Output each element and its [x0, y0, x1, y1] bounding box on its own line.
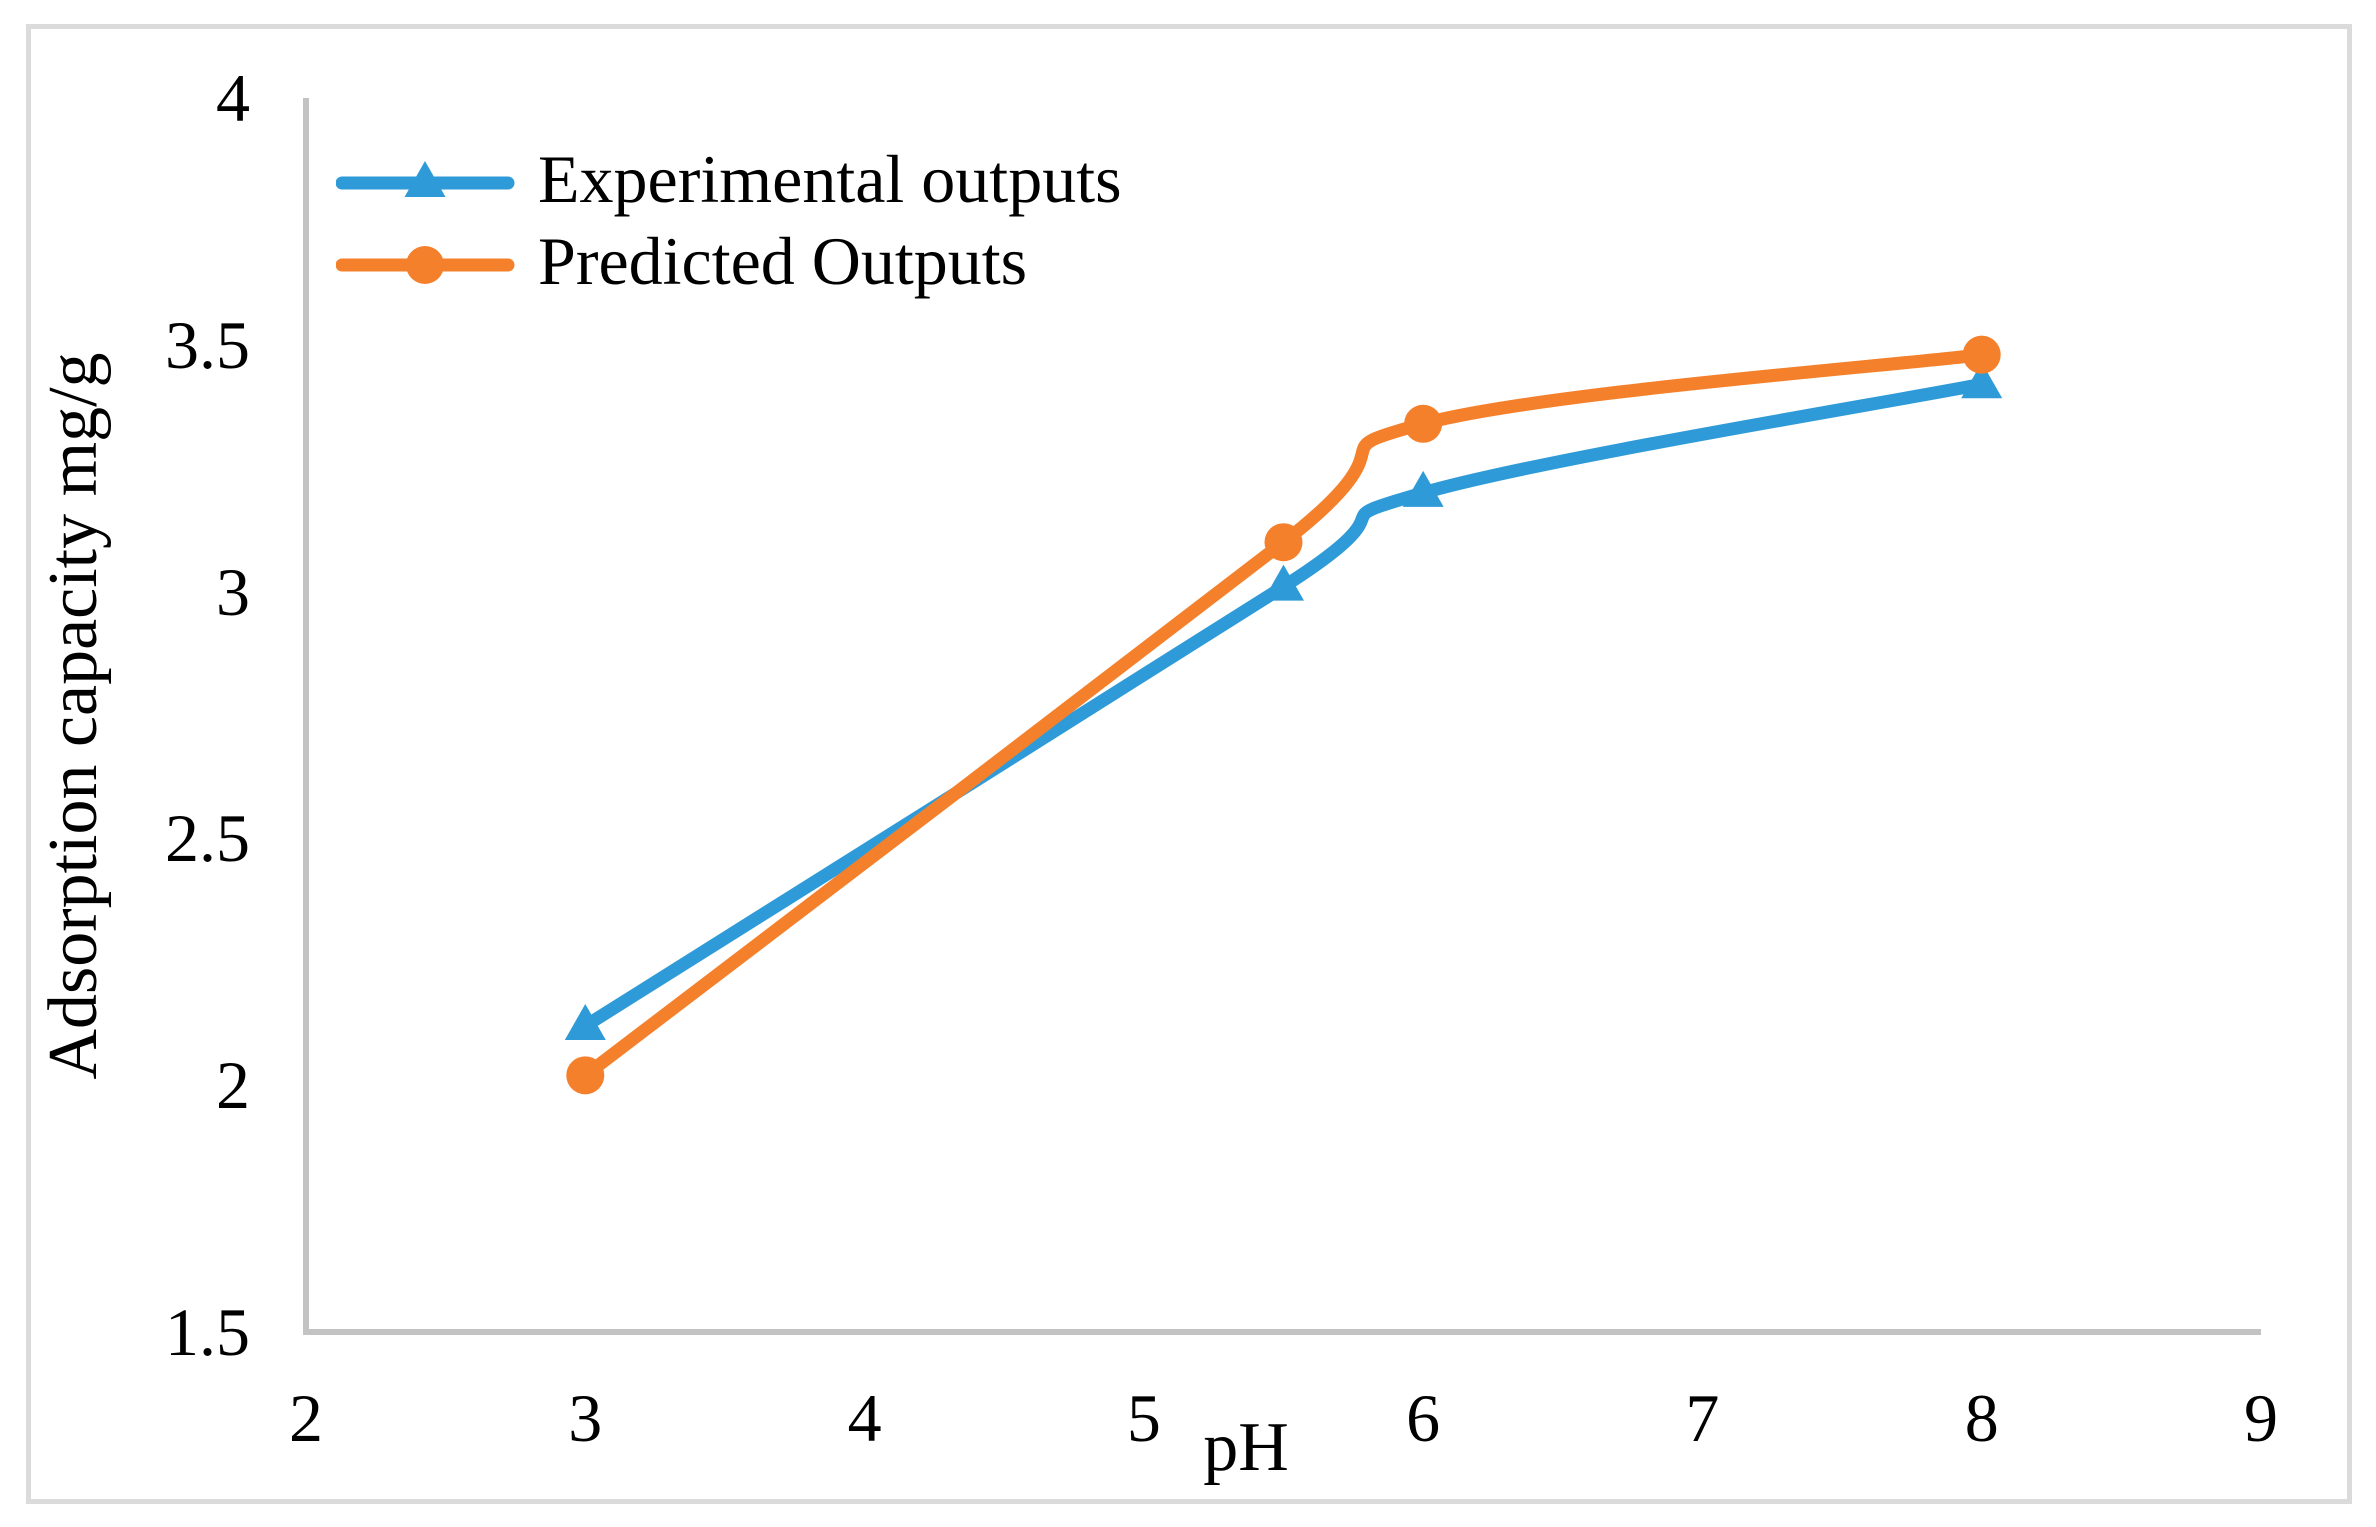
x-axis-title: pH	[1203, 1409, 1289, 1486]
data-point-circle	[1404, 404, 1443, 443]
data-point-triangle	[1961, 362, 2003, 399]
y-tick-label: 1.5	[165, 1294, 250, 1370]
data-point-triangle	[1402, 470, 1444, 507]
y-axis-title: Adsorption capacity mg/g	[35, 352, 112, 1080]
legend-label: Predicted Outputs	[538, 223, 1028, 299]
legend-line-circle-icon	[336, 246, 515, 284]
x-tick-label: 4	[847, 1380, 882, 1456]
legend-item-predicted: Predicted Outputs	[336, 220, 1122, 302]
x-tick-label: 7	[1685, 1380, 1720, 1456]
y-tick-label: 4	[216, 60, 250, 136]
x-tick-label: 3	[568, 1380, 603, 1456]
y-tick-label: 2	[216, 1047, 250, 1124]
legend-item-experimental: Experimental outputs	[336, 138, 1122, 220]
legend-label: Experimental outputs	[538, 141, 1122, 217]
y-tick-label: 3	[216, 553, 250, 630]
data-point-triangle	[1263, 564, 1304, 601]
data-point-circle	[1962, 335, 2001, 374]
figure-border	[26, 24, 2352, 1504]
y-tick-label: 3.5	[165, 306, 250, 383]
x-tick-label: 9	[2244, 1380, 2278, 1456]
x-tick-label: 6	[1406, 1380, 1441, 1456]
legend-marker-triangle	[404, 161, 446, 197]
series-line-0	[578, 377, 1989, 1033]
legend-marker-circle	[406, 246, 444, 284]
series-line-1	[578, 348, 1989, 1082]
legend: Experimental outputs Predicted Outputs	[336, 138, 1122, 302]
data-point-circle	[566, 1056, 605, 1095]
x-tick-label: 2	[289, 1380, 323, 1456]
data-point-circle	[1264, 523, 1303, 562]
x-tick-label: 5	[1126, 1380, 1161, 1456]
y-tick-label: 2.5	[165, 800, 250, 877]
x-tick-label: 8	[1964, 1380, 1999, 1456]
legend-line-triangle-icon	[336, 161, 515, 197]
data-point-triangle	[564, 1003, 606, 1040]
